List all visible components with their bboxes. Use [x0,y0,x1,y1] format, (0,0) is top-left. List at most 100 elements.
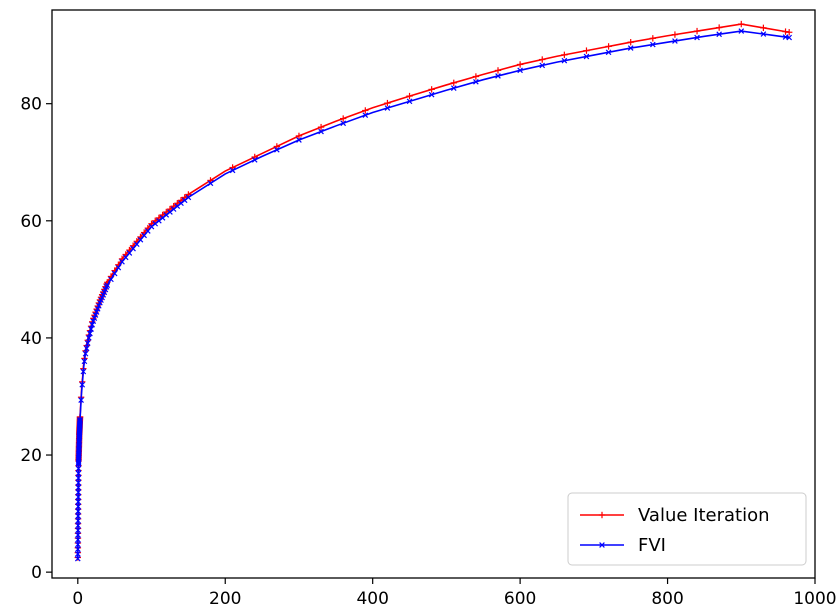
data-point [716,31,722,38]
data-point [627,45,634,51]
data-point [362,112,369,118]
y-axis: 0 20 40 60 80 [20,95,52,583]
legend: Value Iteration FVI [567,492,807,566]
data-point [693,27,701,35]
y-tick-label: 80 [20,95,42,115]
data-point [119,258,125,265]
data-point [583,47,590,54]
data-point [273,143,281,150]
data-point [94,306,101,312]
data-point [145,228,151,234]
data-point [539,56,546,63]
data-point [671,31,679,38]
data-point [296,137,302,143]
data-point [75,475,82,481]
y-tick-label: 0 [31,563,42,583]
series-value-iteration [74,20,793,561]
data-point [79,381,86,388]
data-point [539,62,546,69]
data-point [516,61,524,68]
data-point [406,98,413,105]
series-line [77,30,790,559]
data-point [384,99,391,107]
data-point [115,264,122,271]
x-axis: 0 200 400 600 800 1000 [72,578,837,609]
data-point [141,232,147,239]
x-tick-label: 200 [209,589,241,609]
data-point [75,484,82,491]
legend-label: FVI [638,535,666,556]
data-point [137,237,144,243]
data-point [133,241,140,248]
data-point [229,167,236,174]
x-tick-label: 0 [72,589,83,609]
y-tick-label: 20 [20,446,42,466]
data-point [75,551,81,557]
data-point [75,513,81,519]
series-line [77,23,790,558]
data-point [760,24,767,32]
data-point [450,85,457,91]
data-point [104,282,111,289]
y-tick-label: 60 [20,212,42,232]
data-point [185,194,192,201]
data-point [122,254,129,261]
data-point [494,67,502,74]
data-point [75,546,81,553]
data-point [627,39,634,46]
legend-box [567,492,807,566]
data-point [75,489,82,496]
data-point [274,147,280,153]
data-point [84,340,91,347]
data-point [786,34,793,41]
data-point [75,470,82,477]
data-point [605,49,612,56]
data-point [111,270,118,277]
data-point [340,120,347,127]
data-point [82,350,89,357]
legend-label: Value Iteration [638,505,770,526]
data-point [738,28,745,34]
data-point [605,43,612,50]
data-point [406,92,413,100]
data-point [672,38,678,44]
series-fvi [74,28,793,562]
plot-layer [74,20,793,562]
data-point [760,31,767,37]
data-point [74,555,81,562]
data-point [86,335,92,341]
data-point [75,498,82,505]
data-point [472,73,480,80]
data-point [81,358,88,365]
data-point [75,479,82,486]
data-point [207,180,214,187]
x-tick-label: 600 [504,589,536,609]
data-point [473,78,479,85]
data-point [251,157,258,163]
data-point [738,20,745,28]
data-point [91,315,98,321]
data-point [92,312,99,318]
data-point [108,276,114,283]
data-point [75,508,81,515]
data-point [75,532,81,538]
y-tick-label: 40 [20,329,42,349]
data-point [83,345,90,352]
data-point [75,527,81,534]
data-point [93,309,100,315]
data-point [75,465,82,472]
data-point [561,57,568,64]
data-point [90,318,97,325]
data-point [75,503,82,510]
data-point [782,28,789,35]
data-point [88,326,94,332]
data-point [495,73,501,79]
data-point [785,29,793,36]
data-point [75,494,82,500]
data-point [75,517,81,524]
data-point [130,245,136,252]
x-tick-label: 1000 [793,589,836,609]
data-point [77,417,83,423]
data-point [362,107,369,114]
